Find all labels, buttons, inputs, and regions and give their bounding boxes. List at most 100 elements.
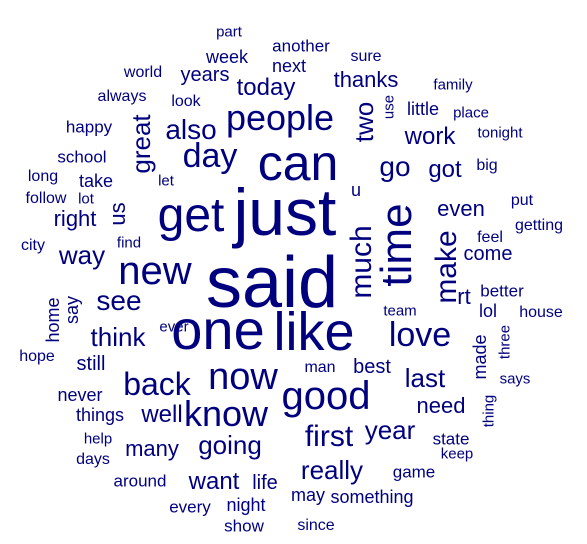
word-many: many: [125, 436, 179, 461]
word-one: one: [171, 298, 265, 361]
word-getting: getting: [514, 217, 564, 234]
word-go: go: [379, 151, 411, 182]
word-little: little: [406, 99, 440, 119]
word-use: use: [380, 94, 398, 120]
word-always: always: [97, 88, 147, 105]
word-team: team: [383, 302, 417, 320]
word-today: today: [236, 74, 296, 101]
word-now: now: [208, 356, 278, 398]
word-day: day: [182, 137, 238, 175]
word-got: got: [428, 156, 462, 183]
word-help: help: [83, 430, 113, 448]
word-something: something: [330, 487, 414, 507]
word-much: much: [345, 225, 378, 299]
word-even: even: [437, 196, 485, 221]
word-two: two: [349, 101, 379, 143]
word-love: love: [388, 316, 452, 354]
word-way: way: [58, 240, 106, 270]
word-follow: follow: [25, 190, 67, 207]
word-world: world: [123, 64, 163, 81]
word-people: people: [225, 97, 335, 138]
word-best: best: [353, 356, 391, 378]
word-happy: happy: [65, 117, 113, 137]
word-game: game: [392, 462, 436, 482]
word-says: says: [499, 370, 531, 388]
word-know: know: [183, 393, 269, 434]
word-since: since: [297, 517, 335, 534]
word-keep: keep: [440, 445, 474, 463]
word-come: come: [463, 243, 513, 265]
word-state: state: [432, 429, 470, 449]
word-need: need: [416, 393, 466, 418]
word-really: really: [300, 455, 364, 485]
word-made: made: [470, 334, 490, 380]
word-night: night: [226, 495, 266, 515]
word-home: home: [43, 297, 63, 343]
word-family: family: [433, 76, 473, 94]
word-never: never: [57, 385, 103, 405]
word-last: last: [404, 363, 446, 393]
word-hope: hope: [19, 348, 55, 365]
word-take: take: [78, 171, 114, 191]
word-things: things: [75, 405, 125, 425]
word-see: see: [96, 285, 142, 316]
word-city: city: [21, 237, 45, 254]
word-sure: sure: [350, 48, 382, 65]
word-also: also: [165, 114, 217, 145]
word-place: place: [453, 104, 489, 122]
word-tonight: tonight: [477, 124, 523, 142]
word-years: years: [180, 64, 230, 86]
word-say: say: [62, 295, 82, 325]
word-great: great: [126, 114, 156, 174]
word-time: time: [372, 203, 421, 287]
word-still: still: [76, 353, 106, 375]
word-can: can: [257, 135, 339, 191]
word-rt: rt: [457, 284, 471, 309]
word-big: big: [476, 157, 498, 174]
word-well: well: [141, 401, 183, 428]
word-find: find: [116, 234, 142, 252]
word-man: man: [304, 359, 336, 376]
word-show: show: [224, 516, 264, 536]
word-ever: ever: [159, 318, 189, 336]
word-next: next: [271, 56, 307, 76]
word-just: just: [233, 175, 337, 249]
word-thing: thing: [480, 394, 498, 428]
word-lot: lot: [78, 190, 94, 208]
word-lol: lol: [478, 301, 498, 321]
word-life: life: [252, 472, 278, 494]
word-going: going: [198, 430, 262, 460]
word-put: put: [510, 192, 534, 209]
word-part: part: [216, 23, 242, 41]
word-house: house: [519, 304, 563, 321]
word-year: year: [364, 415, 416, 445]
word-work: work: [404, 123, 456, 150]
word-u: u: [350, 180, 362, 200]
word-may: may: [290, 485, 326, 505]
word-new: new: [118, 249, 192, 293]
word-long: long: [27, 168, 59, 185]
word-like: like: [273, 302, 355, 362]
word-think: think: [90, 322, 146, 352]
word-right: right: [53, 206, 97, 231]
word-days: days: [76, 451, 110, 468]
word-week: week: [205, 47, 249, 67]
word-another: another: [272, 36, 330, 56]
word-around: around: [113, 471, 167, 491]
word-school: school: [57, 147, 107, 167]
word-us: us: [105, 202, 130, 226]
word-better: better: [480, 281, 524, 301]
word-feel: feel: [477, 229, 503, 246]
word-first: first: [304, 420, 354, 453]
word-get: get: [157, 189, 225, 242]
word-thanks: thanks: [333, 67, 399, 92]
word-look: look: [171, 93, 201, 110]
word-back: back: [123, 366, 191, 402]
word-said: said: [205, 243, 339, 323]
word-three: three: [496, 324, 514, 360]
word-let: let: [158, 172, 174, 190]
word-every: every: [169, 497, 211, 517]
word-want: want: [188, 468, 240, 495]
word-good: good: [281, 374, 371, 418]
